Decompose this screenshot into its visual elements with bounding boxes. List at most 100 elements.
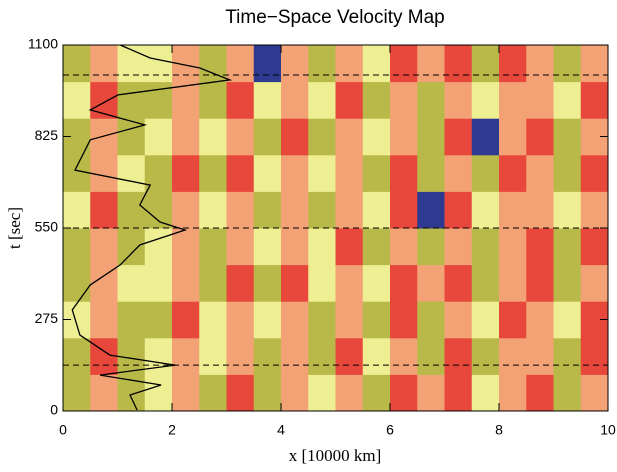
heat-cell [417,337,445,375]
heat-cell [253,337,282,375]
heat-cell [90,374,118,412]
heat-cell [444,118,473,156]
heat-cell [471,154,500,192]
y-tick-label: 275 [35,310,59,326]
heat-cell [471,45,500,83]
heat-cell [335,264,364,302]
heat-cell [526,191,554,229]
heat-cell [63,154,91,192]
heat-cell [226,301,255,339]
heat-cell [63,45,91,83]
heat-cell [117,191,146,229]
heat-cell [226,45,255,83]
heat-cell [308,191,336,229]
heat-cell [362,374,391,412]
heat-cell [308,374,336,412]
heat-cell [390,81,418,119]
heat-cell [308,45,336,83]
heat-cell [63,81,91,119]
heat-cell [144,228,173,266]
heat-cell [308,301,336,339]
x-tick-label: 6 [386,422,394,438]
x-tick-label: 2 [168,422,176,438]
heat-cell [144,118,173,156]
heat-cell [335,301,364,339]
heat-cell [553,374,582,412]
heat-cell [471,81,500,119]
heat-cell [526,81,554,119]
heat-cell [499,191,527,229]
heat-cell [199,45,227,83]
heat-cell [172,81,200,119]
heat-cell [553,264,582,302]
heat-cell [117,45,146,83]
heat-cell [90,191,118,229]
heat-cell [362,264,391,302]
heat-cell [499,228,527,266]
heat-cell [526,154,554,192]
y-tick-label: 550 [35,219,59,235]
heat-cell [226,154,255,192]
heat-cell [526,301,554,339]
heat-cell [172,301,200,339]
heatmap [63,45,609,412]
x-tick-label: 0 [59,422,67,438]
heat-cell [417,81,445,119]
heat-cell [144,81,173,119]
heat-cell [281,118,309,156]
heat-cell [580,154,609,192]
heat-cell [253,301,282,339]
heat-cell [199,337,227,375]
heat-cell [253,81,282,119]
heat-cell [362,154,391,192]
heat-cell [335,191,364,229]
heat-cell [281,301,309,339]
x-tick-label: 10 [600,422,616,438]
heat-cell [199,191,227,229]
heat-cell [444,301,473,339]
heat-cell [90,45,118,83]
heat-cell [553,337,582,375]
heat-cell [144,374,173,412]
heat-cell [417,154,445,192]
heat-cell [172,228,200,266]
heat-cell [417,118,445,156]
heat-cell [253,118,282,156]
heat-cell [499,154,527,192]
heat-cell [362,228,391,266]
heat-cell [335,118,364,156]
heat-cell [172,154,200,192]
heat-cell [90,81,118,119]
heat-cell [471,118,500,156]
heat-cell [499,374,527,412]
heat-cell [172,337,200,375]
heat-cell [281,374,309,412]
heat-cell [281,154,309,192]
heat-cell [471,337,500,375]
heat-cell [553,45,582,83]
heat-cell [553,228,582,266]
heat-cell [226,81,255,119]
heat-cell [63,191,91,229]
heat-cell [444,264,473,302]
y-tick-label: 825 [35,127,59,143]
heat-cell [226,228,255,266]
heat-cell [471,228,500,266]
heat-cell [335,45,364,83]
heat-cell [390,191,418,229]
heat-cell [253,45,282,83]
heat-cell [199,374,227,412]
heat-cell [417,301,445,339]
heat-cell [63,374,91,412]
heat-cell [144,301,173,339]
heat-cell [553,154,582,192]
heat-cell [526,45,554,83]
heat-cell [444,154,473,192]
heat-cell [253,264,282,302]
heat-cell [362,301,391,339]
heat-cell [580,264,609,302]
x-axis-label: x [10000 km] [289,446,382,465]
heat-cell [499,81,527,119]
heat-cell [226,337,255,375]
heat-cell [580,337,609,375]
